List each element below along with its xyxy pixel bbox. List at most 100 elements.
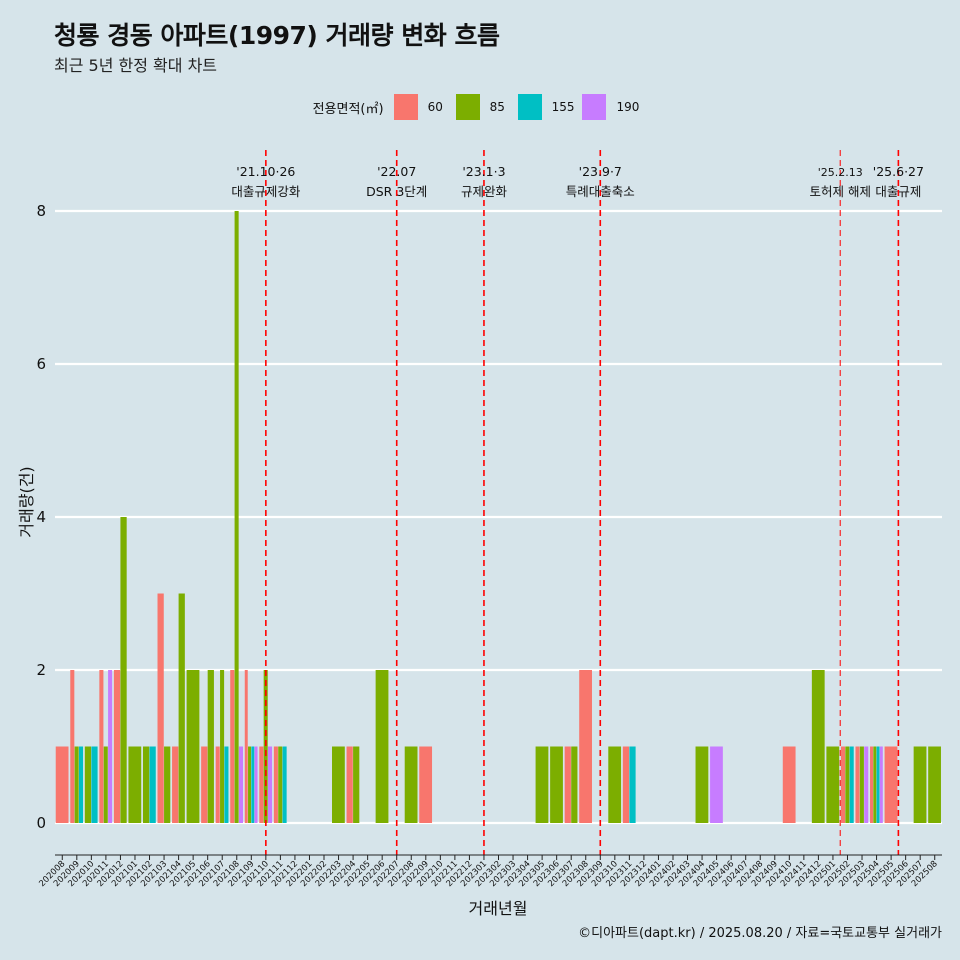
bar-202108-60	[230, 670, 235, 823]
bar-202009-60	[70, 670, 75, 823]
annotation-date-2: '23.1·3	[462, 164, 505, 179]
legend-swatch-85	[455, 94, 480, 120]
bar-202106-60	[201, 746, 208, 823]
bar-202109-85	[248, 746, 252, 823]
bar-202311-155	[629, 746, 636, 823]
annotation-date-3: '23.9·7	[579, 164, 622, 179]
bar-202102-85	[142, 746, 150, 823]
y-tick-label-2: 2	[36, 661, 46, 679]
legend-swatch-155	[517, 94, 542, 120]
bar-202109-190	[254, 746, 258, 823]
bar-202305-85	[535, 746, 549, 823]
annotation-label-0: 대출규제강화	[231, 184, 301, 199]
legend-item-155: 155	[517, 94, 575, 120]
bar-202503-85	[859, 746, 864, 823]
bar-202505-60	[884, 746, 898, 823]
bar-202502-155	[849, 746, 854, 823]
bar-202108-190	[238, 746, 244, 823]
legend: 전용면적(㎡) 60 85 155 190	[0, 92, 960, 122]
legend-swatch-60	[393, 94, 418, 120]
bar-202203-85	[332, 746, 345, 823]
annotation-date-1: '22.07	[377, 164, 416, 179]
bar-202306-85	[550, 746, 563, 823]
legend-label-85: 85	[489, 100, 505, 114]
annotation-label-4: 토허제 해제	[809, 184, 870, 199]
bar-202111-85	[278, 746, 283, 823]
bar-202311-60	[622, 746, 630, 823]
annotation-date-5: '25.6·27	[873, 164, 924, 179]
annotation-label-2: 규제완화	[461, 184, 508, 199]
bar-202104-85	[178, 593, 185, 823]
y-axis-title: 거래량(건)	[17, 466, 36, 537]
bar-202107-85	[220, 670, 225, 823]
chart-subtitle: 최근 5년 한정 확대 차트	[54, 56, 218, 75]
bar-202504-190	[879, 746, 883, 823]
legend-item-85: 85	[455, 94, 510, 120]
legend-swatch-190	[582, 94, 607, 120]
bar-202110-85	[263, 670, 268, 823]
bar-202502-60	[840, 746, 846, 823]
bar-202012-85	[120, 517, 127, 823]
bar-202507-85	[913, 746, 927, 823]
bar-202308-60	[579, 670, 592, 823]
chart-title: 청룡 경동 아파트(1997) 거래량 변화 흐름	[54, 21, 500, 50]
bar-202101-85	[128, 746, 142, 823]
bar-202104-60	[172, 746, 179, 823]
bar-202102-155	[149, 746, 156, 823]
y-tick-label-6: 6	[36, 355, 46, 373]
bar-202404-85	[695, 746, 709, 823]
bar-202501-85	[826, 746, 840, 823]
bar-202107-155	[224, 746, 229, 823]
bar-202008-60	[55, 746, 69, 823]
bar-202204-60	[346, 746, 353, 823]
bar-202110-190	[268, 746, 273, 823]
bar-202504-155	[876, 746, 880, 823]
legend-label-60: 60	[427, 100, 443, 114]
bar-202503-60	[855, 746, 860, 823]
x-axis-title: 거래년월	[469, 899, 528, 918]
bar-202307-60	[564, 746, 571, 823]
y-tick-label-8: 8	[36, 202, 46, 220]
annotation-date-4: '25.2.13	[818, 166, 863, 179]
bar-202010-155	[91, 746, 98, 823]
bar-202111-155	[282, 746, 287, 823]
bar-202412-85	[811, 670, 825, 823]
bar-202504-85	[873, 746, 877, 823]
bar-202110-60	[259, 746, 264, 823]
bar-202009-155	[78, 746, 84, 823]
source-caption: ©디아파트(dapt.kr) / 2025.08.20 / 자료=국토교통부 실…	[578, 926, 942, 941]
bar-202209-60	[419, 746, 433, 823]
bar-202103-85	[164, 746, 171, 823]
bar-202012-60	[113, 670, 121, 823]
bar-202011-85	[103, 746, 108, 823]
bar-202504-60	[870, 746, 873, 823]
bar-202106-85	[207, 670, 214, 823]
y-tick-label-0: 0	[36, 814, 46, 832]
bar-202307-85	[571, 746, 578, 823]
bar-202208-85	[404, 746, 418, 823]
annotation-label-5: 대출규제	[875, 184, 921, 199]
bar-202310-85	[608, 746, 622, 823]
annotation-label-3: 특례대출축소	[566, 184, 635, 199]
bar-202011-190	[108, 670, 113, 823]
bar-202204-85	[353, 746, 360, 823]
legend-item-190: 190	[582, 94, 639, 120]
bar-202405-190	[710, 746, 723, 823]
y-tick-label-4: 4	[36, 508, 46, 526]
bar-202109-155	[251, 746, 255, 823]
legend-label-155: 155	[551, 100, 575, 114]
bar-202109-60	[244, 670, 248, 823]
annotation-date-0: '21.10·26	[236, 164, 295, 179]
bar-202111-60	[273, 746, 278, 823]
legend-title: 전용면적(㎡)	[312, 101, 384, 117]
bar-202107-60	[215, 746, 220, 823]
bar-202410-60	[782, 746, 796, 823]
bar-202105-85	[186, 670, 200, 823]
bar-202011-60	[99, 670, 104, 823]
bar-202103-60	[157, 593, 164, 823]
bar-202503-190	[864, 746, 869, 823]
bar-202206-85	[375, 670, 389, 823]
legend-label-190: 190	[616, 100, 640, 114]
annotation-label-1: DSR 3단계	[366, 184, 427, 199]
